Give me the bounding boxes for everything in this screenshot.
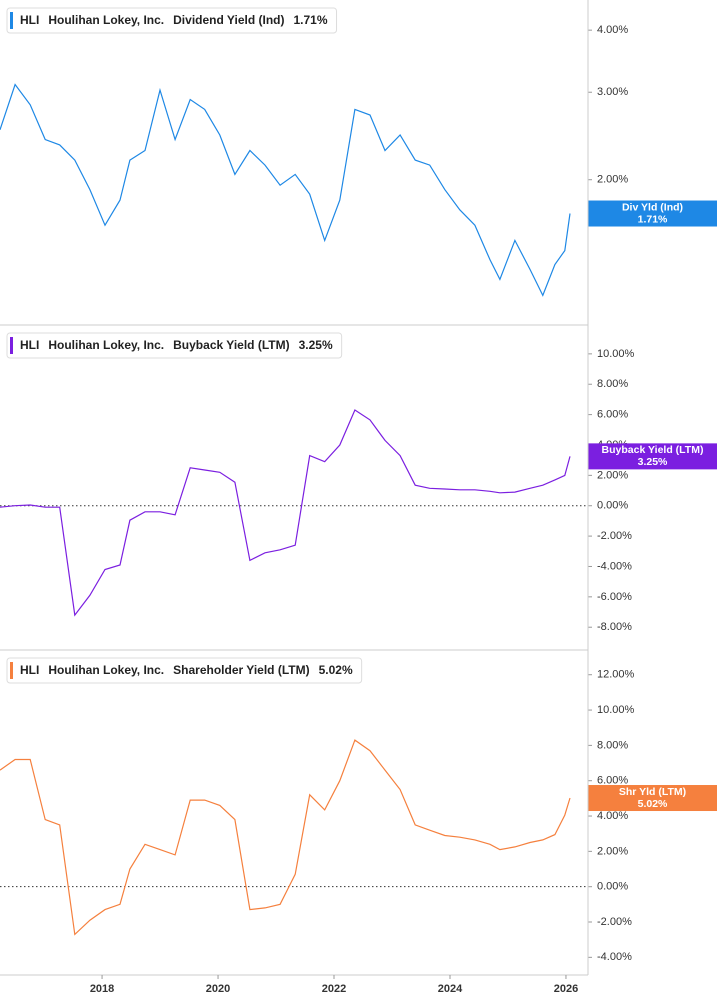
y-tick-label: 3.00%: [597, 86, 628, 98]
y-tick-label: 12.00%: [597, 669, 635, 681]
header-value: 5.02%: [319, 663, 353, 677]
header-value: 1.71%: [293, 13, 327, 27]
ticker: HLI: [20, 338, 39, 352]
line: [0, 739, 571, 936]
header-value: 3.25%: [299, 338, 333, 352]
y-tick-label: -4.00%: [597, 560, 632, 572]
last-value-badge: [588, 785, 717, 812]
x-tick-label: 2026: [554, 983, 578, 995]
y-tick-label: 2.00%: [597, 469, 628, 481]
header-color-bar: [10, 12, 13, 29]
badge-name: Div Yld (Ind): [622, 201, 683, 213]
y-tick-label: 8.00%: [597, 378, 628, 390]
company: Houlihan Lokey, Inc.: [48, 338, 164, 352]
y-tick-label: 4.00%: [597, 810, 628, 822]
badge-value: 5.02%: [638, 798, 668, 810]
badge-value: 1.71%: [638, 213, 668, 225]
badge-value: 3.25%: [638, 456, 668, 468]
ticker: HLI: [20, 663, 39, 677]
panel-header: HLI Houlihan Lokey, Inc. Shareholder Yield…: [6, 657, 363, 684]
y-tick-label: 6.00%: [597, 409, 628, 421]
line: [0, 409, 571, 617]
header-box: [6, 7, 338, 34]
ticker: HLI: [20, 13, 39, 27]
company: Houlihan Lokey, Inc.: [48, 13, 164, 27]
y-tick-label: 4.00%: [597, 24, 628, 36]
header-color-bar: [10, 337, 13, 354]
y-tick-label: 6.00%: [597, 775, 628, 787]
company: Houlihan Lokey, Inc.: [48, 663, 164, 677]
y-tick-label: -6.00%: [597, 591, 632, 603]
x-tick-label: 2020: [206, 983, 230, 995]
y-tick-label: 10.00%: [597, 348, 635, 360]
y-tick-label: -8.00%: [597, 621, 632, 633]
badge-name: Shr Yld (LTM): [619, 786, 686, 798]
x-tick-label: 2024: [438, 983, 463, 995]
y-tick-label: 10.00%: [597, 704, 635, 716]
y-tick-label: -2.00%: [597, 530, 632, 542]
y-tick-label: 8.00%: [597, 739, 628, 751]
y-tick-label: 2.00%: [597, 845, 628, 857]
metric: Buyback Yield (LTM): [173, 338, 289, 352]
x-tick-label: 2022: [322, 983, 346, 995]
metric: Shareholder Yield (LTM): [173, 663, 309, 677]
panel-header: HLI Houlihan Lokey, Inc. Buyback Yield (LT…: [6, 332, 343, 359]
panel-header: HLI Houlihan Lokey, Inc. Dividend Yield (I…: [6, 7, 338, 34]
header-box: [6, 657, 363, 684]
last-value-badge: [588, 443, 717, 470]
line: [0, 83, 571, 297]
header-color-bar: [10, 662, 13, 679]
y-tick-label: 0.00%: [597, 500, 628, 512]
badge-name: Buyback Yield (LTM): [602, 444, 704, 456]
metric: Dividend Yield (Ind): [173, 13, 284, 27]
y-tick-label: 0.00%: [597, 881, 628, 893]
header-box: [6, 332, 343, 359]
x-tick-label: 2018: [90, 983, 114, 995]
y-tick-label: -4.00%: [597, 951, 632, 963]
y-tick-label: 2.00%: [597, 174, 628, 186]
last-value-badge: [588, 200, 717, 227]
y-tick-label: -2.00%: [597, 916, 632, 928]
